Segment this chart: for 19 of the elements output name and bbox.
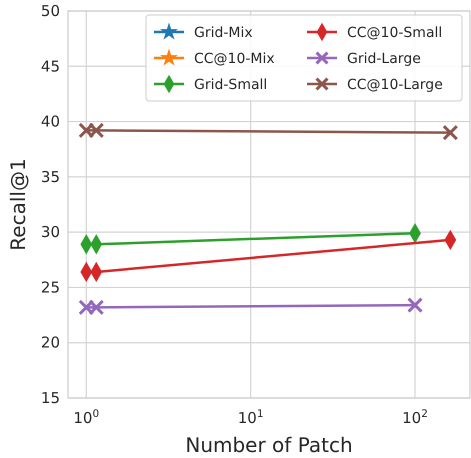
legend-label: CC@10-Mix — [194, 51, 275, 67]
y-tick-label: 20 — [40, 334, 60, 352]
y-tick-label: 30 — [40, 223, 60, 242]
legend-label: CC@10-Small — [347, 25, 442, 41]
legend-label: CC@10-Large — [347, 77, 443, 93]
y-tick-label: 35 — [40, 168, 60, 186]
y-tick-label: 50 — [40, 2, 60, 20]
y-tick-label: 25 — [40, 278, 60, 296]
x-axis-title: Number of Patch — [185, 433, 353, 457]
legend-label: Grid-Large — [347, 51, 421, 67]
y-axis-title: Recall@1 — [6, 158, 30, 251]
x-tick-label: 10$^{1}$ — [238, 408, 264, 427]
y-tick-label: 45 — [40, 57, 60, 76]
y-tick-label: 40 — [40, 112, 60, 131]
y-tick-label: 15 — [40, 389, 60, 407]
x-tick-label: 10$^{0}$ — [73, 408, 100, 427]
legend-label: Grid-Small — [194, 77, 268, 93]
legend-label: Grid-Mix — [194, 25, 253, 41]
x-tick-label: 10$^{2}$ — [402, 408, 428, 427]
